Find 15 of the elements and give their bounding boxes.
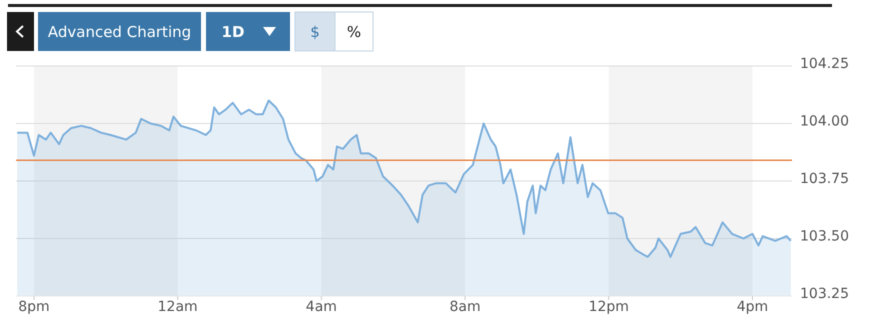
text: 1D: [222, 23, 244, 41]
text: %: [346, 23, 362, 41]
x-tick-label: 12pm: [588, 299, 629, 315]
text: $: [310, 23, 320, 41]
x-tick-label: 8am: [450, 299, 481, 315]
y-tick-label: 103.25: [800, 286, 849, 302]
x-tick-label: 8pm: [18, 299, 50, 315]
x-tick-label: 4am: [306, 299, 337, 315]
y-tick-label: 104.00: [800, 113, 849, 130]
y-tick-label: 104.25: [800, 56, 849, 72]
x-tick-label: 12am: [158, 299, 198, 315]
x-tick-label: 4pm: [736, 299, 768, 315]
y-tick-label: 103.75: [800, 170, 849, 187]
y-tick-label: 103.50: [800, 228, 849, 244]
text: Advanced Charting: [48, 23, 192, 41]
